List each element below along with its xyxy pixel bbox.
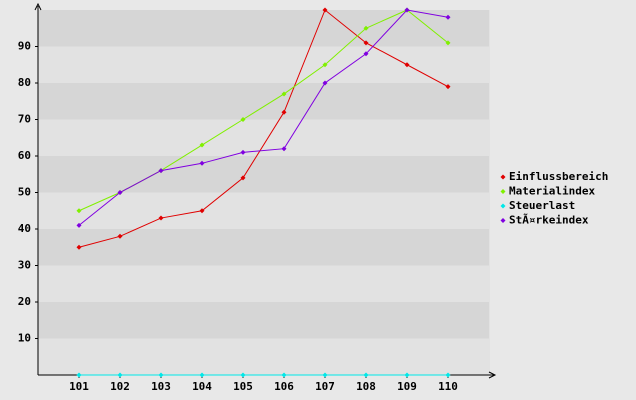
- y-tick-label: 80: [18, 76, 31, 89]
- data-point: [76, 222, 82, 228]
- legend-label: Einflussbereich: [509, 170, 608, 183]
- data-point: [363, 40, 369, 46]
- series-line: [78, 9, 449, 226]
- legend-marker: [500, 174, 506, 180]
- x-tick-label: 107: [315, 380, 335, 393]
- data-point: [404, 62, 410, 68]
- x-tick-label: 104: [192, 380, 212, 393]
- legend-marker: [500, 189, 506, 194]
- data-point: [240, 372, 246, 378]
- y-tick-label: 70: [18, 113, 31, 126]
- y-tick-label: 20: [18, 295, 31, 308]
- data-point: [199, 142, 205, 148]
- data-point: [281, 146, 287, 152]
- data-point: [76, 208, 82, 214]
- data-point: [281, 372, 287, 378]
- data-point: [281, 109, 287, 115]
- data-point: [363, 25, 369, 31]
- x-tick-label: 101: [69, 380, 89, 393]
- y-axis-arrow: [34, 2, 42, 11]
- data-point: [158, 168, 164, 174]
- x-tick-label: 108: [356, 380, 376, 393]
- data-point: [240, 117, 246, 122]
- grid-band: [38, 229, 489, 266]
- grid-band: [38, 156, 489, 193]
- data-point: [117, 233, 123, 239]
- y-tick-label: 90: [18, 40, 31, 53]
- data-point: [117, 190, 123, 195]
- x-tick-label: 109: [397, 380, 417, 393]
- y-tick-label: 50: [18, 186, 31, 199]
- grid-band: [38, 10, 489, 47]
- data-point: [158, 215, 164, 221]
- bands: [38, 10, 489, 339]
- data-point: [363, 372, 369, 378]
- data-point: [404, 372, 410, 378]
- data-point: [322, 62, 328, 68]
- data-point: [322, 372, 328, 378]
- data-point: [281, 91, 287, 97]
- legend-marker: [500, 203, 506, 209]
- data-point: [445, 372, 451, 378]
- legend-marker: [500, 218, 506, 223]
- data-point: [199, 208, 205, 214]
- data-point: [404, 7, 410, 13]
- y-tick-label: 30: [18, 259, 31, 272]
- x-tick-label: 110: [438, 380, 458, 393]
- x-axis-arrow: [488, 371, 497, 379]
- data-point: [199, 372, 205, 378]
- data-point: [445, 84, 451, 90]
- data-point: [240, 149, 246, 155]
- data-point: [76, 372, 82, 378]
- y-tick-label: 60: [18, 149, 31, 162]
- data-point: [117, 372, 123, 378]
- data-point: [363, 51, 369, 57]
- data-point: [240, 175, 246, 181]
- legend-label: Materialindex: [509, 185, 595, 198]
- series-line: [78, 9, 449, 248]
- data-point: [76, 244, 82, 250]
- data-point: [158, 372, 164, 378]
- data-point: [322, 80, 328, 86]
- x-tick-label: 106: [274, 380, 294, 393]
- legend-label: StÃ¤rkeindex: [509, 214, 589, 227]
- data-point: [199, 160, 205, 166]
- x-tick-label: 102: [110, 380, 130, 393]
- y-tick-label: 10: [18, 332, 31, 345]
- x-tick-label: 103: [151, 380, 171, 393]
- legend-label: Steuerlast: [509, 199, 575, 212]
- y-tick-label: 40: [18, 222, 31, 235]
- data-point: [445, 40, 451, 46]
- grid-band: [38, 302, 489, 339]
- data-point: [445, 14, 451, 20]
- x-tick-label: 105: [233, 380, 253, 393]
- grid-band: [38, 83, 489, 120]
- data-point: [322, 7, 328, 13]
